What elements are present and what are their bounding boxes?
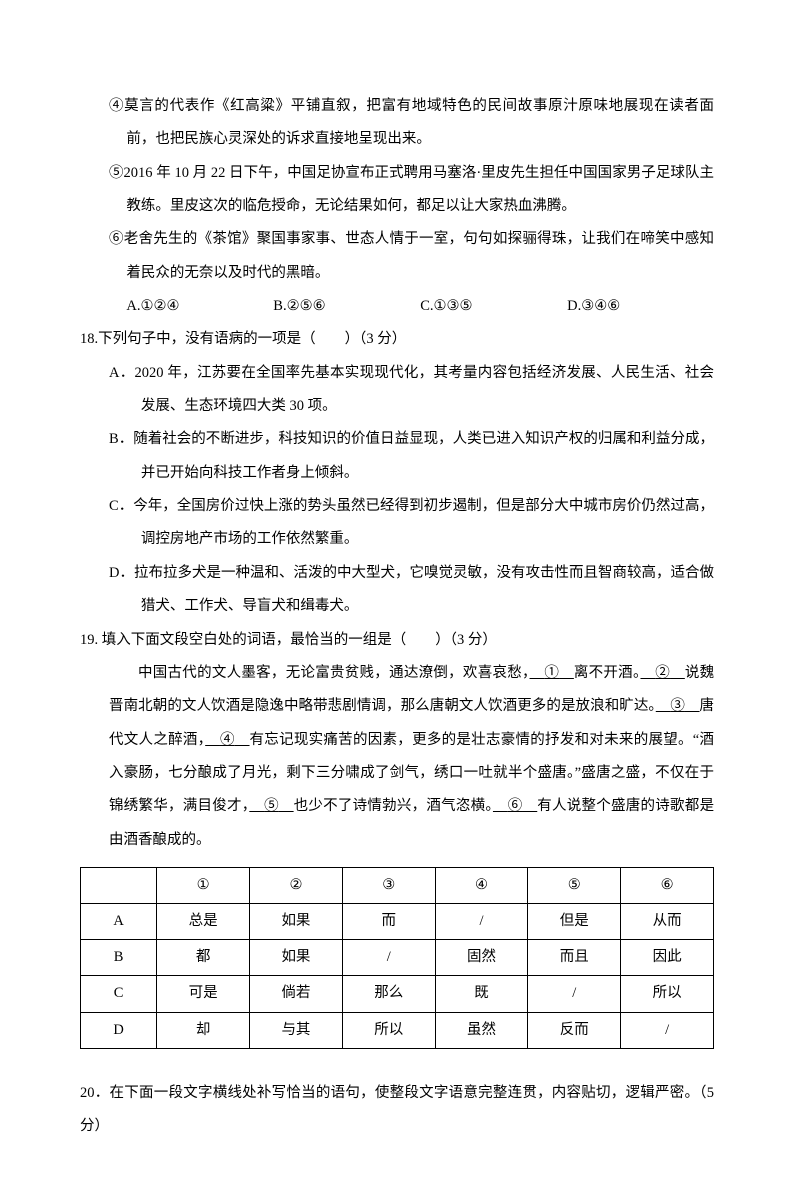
th-2: ② bbox=[250, 867, 343, 903]
table-cell: 从而 bbox=[621, 904, 714, 940]
table-cell: 却 bbox=[157, 1012, 250, 1048]
q18-opt-B: B．随着社会的不断进步，科技知识的价值日益显现，人类已进入知识产权的归属和利益分… bbox=[80, 423, 714, 490]
q18-opt-C: C．今年，全国房价过快上涨的势头虽然已经得到初步遏制，但是部分大中城市房价仍然过… bbox=[80, 490, 714, 557]
table-cell: 那么 bbox=[342, 976, 435, 1012]
table-row: D却与其所以虽然反而/ bbox=[81, 1012, 714, 1048]
q19-stem: 19. 填入下面文段空白处的词语，最恰当的一组是（ ）（3 分） bbox=[80, 624, 714, 657]
blank-2: ② bbox=[640, 665, 684, 681]
table-cell: 因此 bbox=[621, 940, 714, 976]
table-cell: 都 bbox=[157, 940, 250, 976]
table-cell: B bbox=[81, 940, 157, 976]
choice-B: B.②⑤⑥ bbox=[273, 290, 420, 323]
table-cell: 与其 bbox=[250, 1012, 343, 1048]
th-5: ⑤ bbox=[528, 867, 621, 903]
th-blank bbox=[81, 867, 157, 903]
item-circle-6: ⑥老舍先生的《茶馆》聚国事家事、世态人情于一室，句句如探骊得珠，让我们在啼笑中感… bbox=[80, 223, 714, 290]
th-6: ⑥ bbox=[621, 867, 714, 903]
table-cell: D bbox=[81, 1012, 157, 1048]
table-cell: / bbox=[342, 940, 435, 976]
table-cell: 所以 bbox=[621, 976, 714, 1012]
table-cell: / bbox=[528, 976, 621, 1012]
table-row: B都如果/固然而且因此 bbox=[81, 940, 714, 976]
q18-stem: 18.下列句子中，没有语病的一项是（ ）（3 分） bbox=[80, 323, 714, 356]
table-cell: 所以 bbox=[342, 1012, 435, 1048]
p-s5: 也少不了诗情勃兴，酒气恣横。 bbox=[294, 798, 493, 814]
choice-A: A.①②④ bbox=[126, 290, 273, 323]
q20-stem: 20．在下面一段文字横线处补写恰当的语句，使整段文字语意完整连贯，内容贴切，逻辑… bbox=[80, 1077, 714, 1144]
table-cell: 而 bbox=[342, 904, 435, 940]
table-cell: / bbox=[621, 1012, 714, 1048]
table-cell: C bbox=[81, 976, 157, 1012]
table-cell: 总是 bbox=[157, 904, 250, 940]
item-circle-5: ⑤2016 年 10 月 22 日下午，中国足协宣布正式聘用马塞洛·里皮先生担任… bbox=[80, 157, 714, 224]
q19-passage: 中国古代的文人墨客，无论富贵贫贱，通达潦倒，欢喜哀愁， ① 离不开酒。 ② 说魏… bbox=[80, 657, 714, 857]
table-cell: 固然 bbox=[435, 940, 528, 976]
blank-6: ⑥ bbox=[493, 798, 537, 814]
table-cell: / bbox=[435, 904, 528, 940]
q19-table: ① ② ③ ④ ⑤ ⑥ A总是如果而/但是从而B都如果/固然而且因此C可是倘若那… bbox=[80, 867, 714, 1049]
table-cell: 可是 bbox=[157, 976, 250, 1012]
p-pre: 中国古代的文人墨客，无论富贵贫贱，通达潦倒，欢喜哀愁， bbox=[138, 665, 530, 681]
table-cell: 倘若 bbox=[250, 976, 343, 1012]
th-1: ① bbox=[157, 867, 250, 903]
choice-C: C.①③⑤ bbox=[420, 290, 567, 323]
th-4: ④ bbox=[435, 867, 528, 903]
table-cell: A bbox=[81, 904, 157, 940]
table-cell: 但是 bbox=[528, 904, 621, 940]
table-header-row: ① ② ③ ④ ⑤ ⑥ bbox=[81, 867, 714, 903]
p-s1: 离不开酒。 bbox=[574, 665, 641, 681]
table-cell: 如果 bbox=[250, 940, 343, 976]
item-circle-4: ④莫言的代表作《红高粱》平铺直叙，把富有地域特色的民间故事原汁原味地展现在读者面… bbox=[80, 90, 714, 157]
q19-table-body: A总是如果而/但是从而B都如果/固然而且因此C可是倘若那么既/所以D却与其所以虽… bbox=[81, 904, 714, 1049]
table-cell: 如果 bbox=[250, 904, 343, 940]
blank-3: ③ bbox=[656, 698, 700, 714]
q18-opt-A: A．2020 年，江苏要在全国率先基本实现现代化，其考量内容包括经济发展、人民生… bbox=[80, 357, 714, 424]
blank-5: ⑤ bbox=[249, 798, 293, 814]
blank-4: ④ bbox=[205, 732, 249, 748]
q17-choices: A.①②④ B.②⑤⑥ C.①③⑤ D.③④⑥ bbox=[80, 290, 714, 323]
th-3: ③ bbox=[342, 867, 435, 903]
q18-opt-D: D．拉布拉多犬是一种温和、活泼的中大型犬，它嗅觉灵敏，没有攻击性而且智商较高，适… bbox=[80, 557, 714, 624]
table-cell: 反而 bbox=[528, 1012, 621, 1048]
table-row: A总是如果而/但是从而 bbox=[81, 904, 714, 940]
blank-1: ① bbox=[530, 665, 574, 681]
table-cell: 虽然 bbox=[435, 1012, 528, 1048]
choice-D: D.③④⑥ bbox=[567, 290, 714, 323]
table-cell: 既 bbox=[435, 976, 528, 1012]
table-row: C可是倘若那么既/所以 bbox=[81, 976, 714, 1012]
table-cell: 而且 bbox=[528, 940, 621, 976]
